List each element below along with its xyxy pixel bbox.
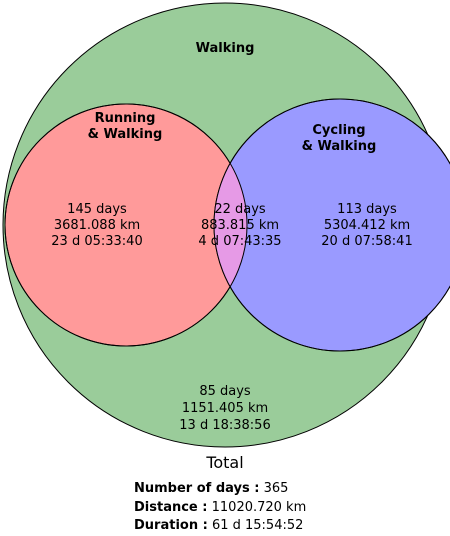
running-days: 145 days xyxy=(67,202,127,217)
running-distance: 3681.088 km xyxy=(54,218,140,233)
overlap-distance: 883.815 km xyxy=(201,218,279,233)
venn-diagram: Walking Running & Walking Cycling & Walk… xyxy=(2,2,450,448)
walking-duration: 13 d 18:38:56 xyxy=(179,418,270,433)
days-label: Number of days : xyxy=(134,481,260,496)
walking-days: 85 days xyxy=(199,384,251,399)
running-duration: 23 d 05:33:40 xyxy=(51,234,142,249)
days-value: 365 xyxy=(263,481,289,496)
running-label-line2: & Walking xyxy=(88,127,163,142)
walking-label: Walking xyxy=(196,41,255,56)
overlap-duration: 4 d 07:43:35 xyxy=(198,234,281,249)
distance-row: Distance : 11020.720 km xyxy=(134,499,306,518)
walking-distance: 1151.405 km xyxy=(182,401,268,416)
cycling-duration: 20 d 07:58:41 xyxy=(321,234,412,249)
cycling-distance: 5304.412 km xyxy=(324,218,410,233)
duration-value: 61 d 15:54:52 xyxy=(211,518,304,533)
cycling-label-line2: & Walking xyxy=(302,139,377,154)
cycling-days: 113 days xyxy=(337,202,397,217)
days-row: Number of days : 365 xyxy=(134,480,306,499)
running-label-line1: Running xyxy=(95,111,156,126)
distance-value: 11020.720 km xyxy=(211,499,307,515)
overlap-days: 22 days xyxy=(214,202,266,217)
duration-row: Duration : 61 d 15:54:52 xyxy=(134,517,306,536)
duration-label: Duration : xyxy=(134,518,208,533)
distance-label: Distance : xyxy=(134,499,208,515)
total-title: Total xyxy=(206,453,244,472)
total-summary: Number of days : 365 Distance : 11020.72… xyxy=(134,480,306,536)
cycling-label-line1: Cycling xyxy=(312,123,365,138)
